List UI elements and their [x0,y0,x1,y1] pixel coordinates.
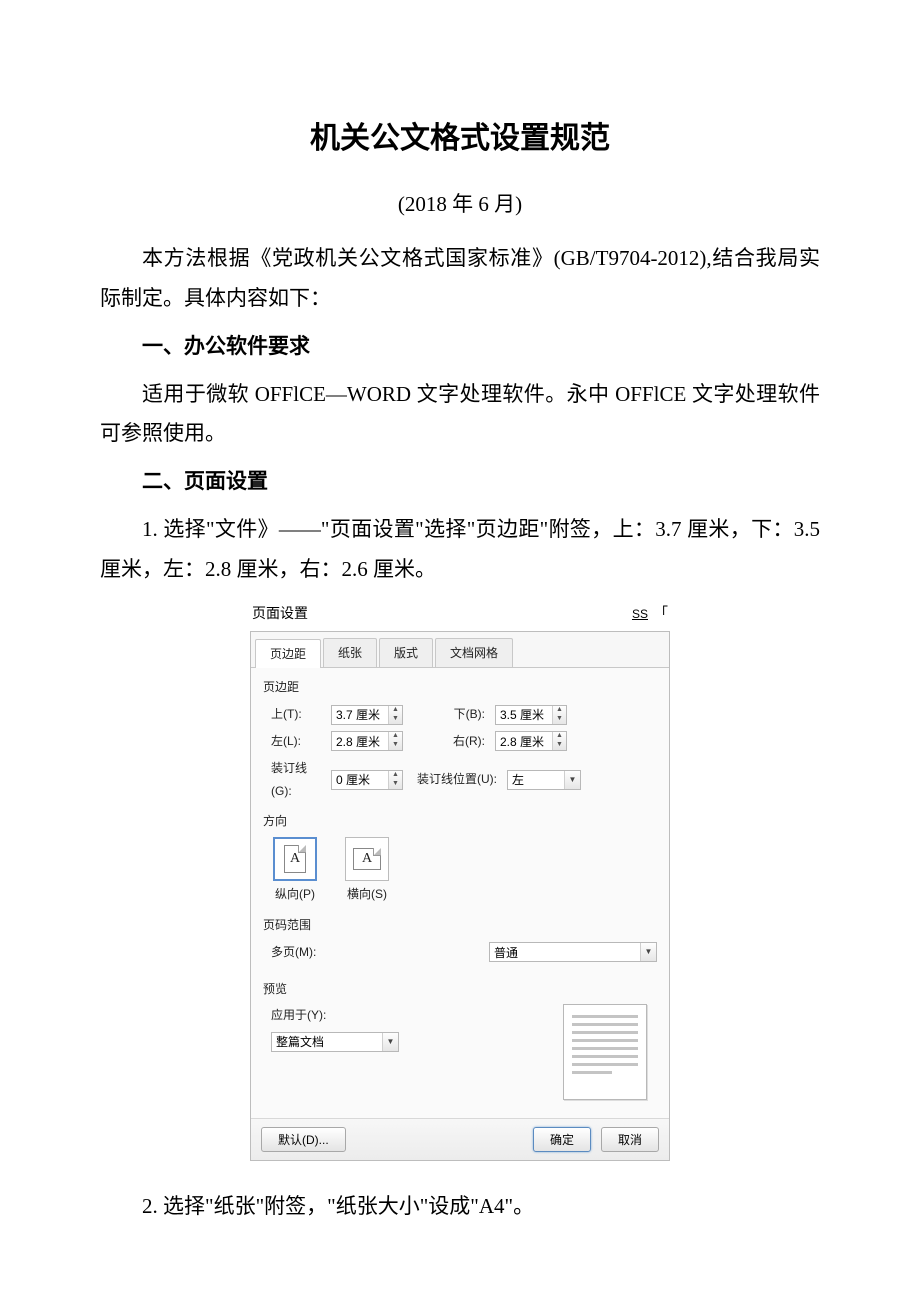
left-margin-label: 左(L): [263,730,325,753]
gutter-pos-label: 装订线位置(U): [409,768,501,791]
section-1-heading: 一、办公软件要求 [100,327,820,367]
spin-down-icon[interactable]: ▼ [389,741,402,750]
bottom-margin-input[interactable]: ▲▼ [495,705,567,725]
top-margin-input[interactable]: ▲▼ [331,705,403,725]
portrait-label: 纵向(P) [273,883,317,906]
spin-up-icon[interactable]: ▲ [389,732,402,741]
landscape-label: 横向(S) [345,883,389,906]
document-title: 机关公文格式设置规范 [100,110,820,167]
orientation-label: 方向 [263,810,657,833]
gutter-pos-combo[interactable]: ▼ [507,770,581,790]
tab-layout[interactable]: 版式 [379,638,433,668]
spin-up-icon[interactable]: ▲ [389,706,402,715]
ss-mark: SS [632,607,648,621]
ok-button[interactable]: 确定 [533,1127,591,1152]
page-setup-dialog: 页边距 纸张 版式 文档网格 页边距 上(T): ▲▼ 下(B): ▲▼ [250,631,670,1162]
document-date: (2018 年 6 月) [100,185,820,225]
apply-to-combo[interactable]: ▼ [271,1032,399,1052]
section-2-heading: 二、页面设置 [100,462,820,502]
spin-up-icon[interactable]: ▲ [553,732,566,741]
chevron-down-icon[interactable]: ▼ [640,943,656,961]
page-range-label: 页码范围 [263,914,657,937]
multi-page-label: 多页(M): [263,941,325,964]
spin-down-icon[interactable]: ▼ [389,715,402,724]
gutter-label: 装订线(G): [263,757,325,803]
default-button[interactable]: 默认(D)... [261,1127,346,1152]
apply-to-label: 应用于(Y): [263,1004,543,1027]
chevron-down-icon[interactable]: ▼ [382,1033,398,1051]
chevron-down-icon[interactable]: ▼ [564,771,580,789]
dialog-title-text: 页面设置 [252,600,308,627]
right-margin-input[interactable]: ▲▼ [495,731,567,751]
section-2-item-2: 2. 选择"纸张"附签，"纸张大小"设成"A4"。 [100,1187,820,1227]
spin-up-icon[interactable]: ▲ [389,771,402,780]
left-margin-input[interactable]: ▲▼ [331,731,403,751]
spin-down-icon[interactable]: ▼ [389,780,402,789]
bottom-margin-label: 下(B): [409,703,489,726]
gutter-input[interactable]: ▲▼ [331,770,403,790]
spin-up-icon[interactable]: ▲ [553,706,566,715]
tab-paper[interactable]: 纸张 [323,638,377,668]
preview-label: 预览 [263,978,657,1001]
top-margin-label: 上(T): [263,703,325,726]
section-2-item-1: 1. 选择"文件》——"页面设置"选择"页边距"附签，上：3.7 厘米，下：3.… [100,510,820,590]
dialog-tabs: 页边距 纸张 版式 文档网格 [251,632,669,669]
preview-thumbnail [563,1004,647,1100]
spin-down-icon[interactable]: ▼ [553,741,566,750]
intro-paragraph: 本方法根据《党政机关公文格式国家标准》(GB/T9704-2012),结合我局实… [100,239,820,319]
portrait-option[interactable]: A 纵向(P) [273,837,317,906]
right-margin-label: 右(R): [409,730,489,753]
spin-down-icon[interactable]: ▼ [553,715,566,724]
tab-grid[interactable]: 文档网格 [435,638,513,668]
tab-margins[interactable]: 页边距 [255,639,321,669]
margins-group-label: 页边距 [263,676,657,699]
multi-page-combo[interactable]: ▼ [489,942,657,962]
page-setup-figure: 页面设置 SS「 页边距 纸张 版式 文档网格 页边距 上(T): ▲▼ 下(B… [100,600,820,1161]
cancel-button[interactable]: 取消 [601,1127,659,1152]
section-1-text: 适用于微软 OFFlCE—WORD 文字处理软件。永中 OFFlCE 文字处理软… [100,375,820,455]
landscape-option[interactable]: A 横向(S) [345,837,389,906]
landscape-icon: A [353,848,381,870]
portrait-icon: A [284,845,306,873]
